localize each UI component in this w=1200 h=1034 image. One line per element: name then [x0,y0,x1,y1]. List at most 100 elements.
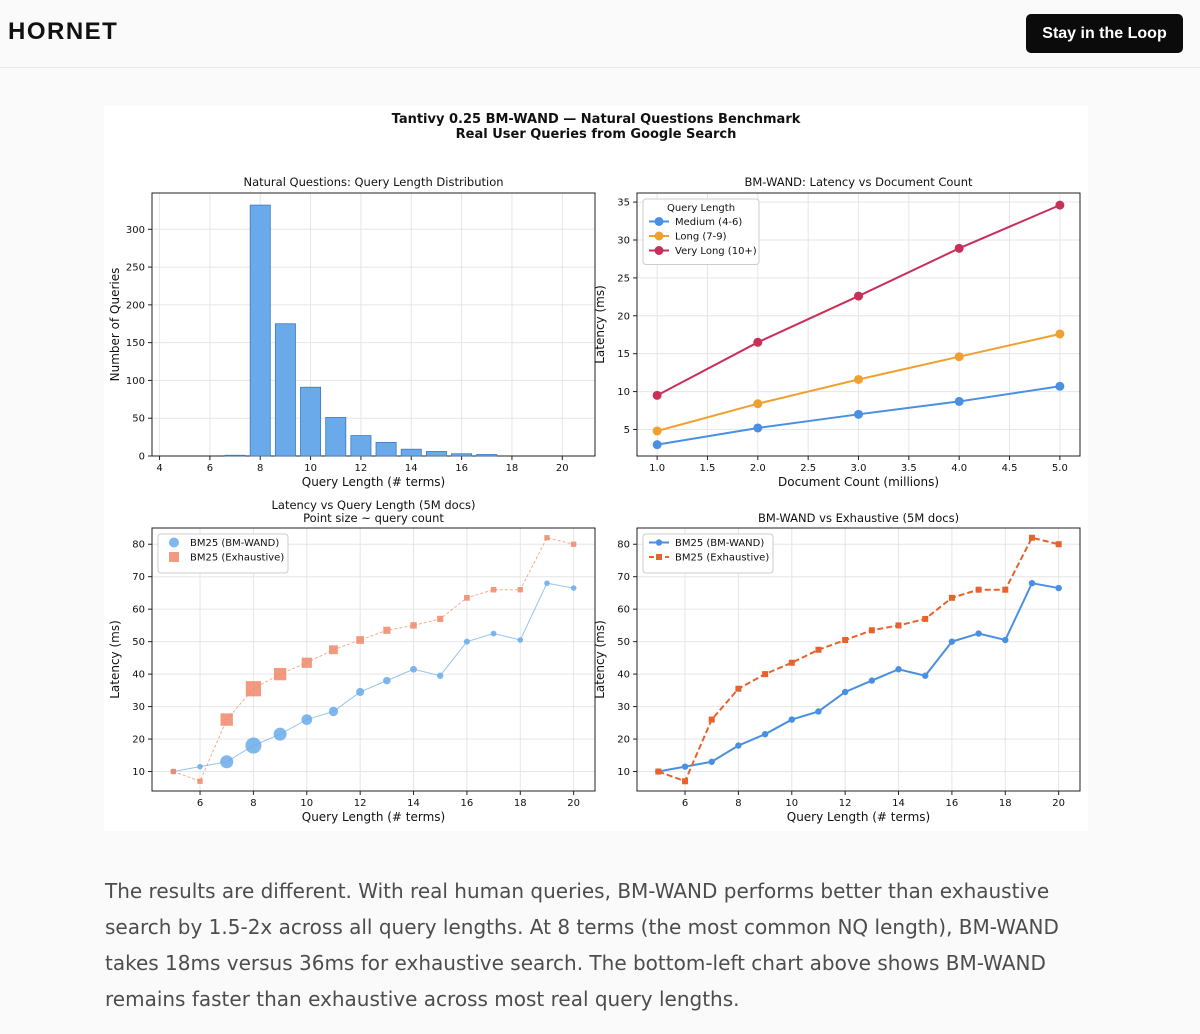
bar [274,323,296,457]
data-point [301,657,312,668]
data-point [410,622,417,629]
data-point [815,646,822,653]
data-point [975,586,982,593]
data-point [301,714,313,725]
x-tick-label: 10 [300,798,313,809]
legend-marker [169,537,179,548]
data-point [842,637,849,644]
x-tick-label: 8 [257,463,263,474]
legend-marker [169,552,179,562]
bar [300,386,322,457]
y-tick-label: 10 [132,767,145,778]
y-tick-label: 40 [132,670,145,681]
data-point [975,630,982,637]
data-point [170,768,177,775]
legend-box [642,198,760,265]
legend-marker [654,217,664,226]
y-tick-label: 25 [617,273,630,284]
y-tick-label: 50 [132,414,145,425]
data-point [854,374,863,384]
data-point [1055,584,1062,592]
data-point [570,585,577,591]
data-point [273,667,287,681]
legend-label: BM25 (Exhaustive) [675,553,769,564]
data-point [1028,534,1035,541]
y-tick-label: 50 [617,637,630,648]
data-point [1002,586,1009,593]
chart-1: 4 6 8 10 12 14 16 18 20050100150200250300Natural… [108,175,596,489]
data-point [245,681,262,697]
series-line [658,536,1059,783]
data-point [788,659,795,666]
x-tick-label: 6 [207,463,213,474]
x-tick-label: 12 [355,463,368,474]
data-point [383,676,391,685]
chart-title: Natural Questions: Query Length Distribu… [243,175,503,189]
data-point [383,626,391,634]
x-tick-label: 10 [785,798,798,809]
y-tick-label: 30 [132,702,145,713]
bar [249,204,271,457]
data-point [854,291,863,301]
x-tick-label: 16 [946,798,959,809]
data-point [922,672,929,679]
y-axis-label: Latency (ms) [108,620,122,699]
bar [400,448,422,457]
data-point [753,399,763,409]
data-point [922,615,929,622]
y-axis-label: Number of Queries [108,268,122,382]
y-tick-label: 60 [132,605,145,616]
data-point [436,672,444,679]
x-tick-label: 20 [567,798,580,809]
legend-label: BM25 (Exhaustive) [190,553,284,564]
data-point [948,594,955,601]
x-axis-label: Document Count (millions) [778,475,939,489]
logo[interactable]: HORNET [8,18,119,45]
data-point [197,763,203,770]
legend-label: BM25 (BM-WAND) [190,538,279,549]
chart-title: Latency vs Query Length (5M docs) [271,498,475,512]
y-tick-label: 250 [126,263,145,274]
article-paragraph: The results are different. With real hum… [105,879,1059,1011]
data-point [197,778,203,784]
x-tick-label: 14 [407,798,420,809]
plot-frame [151,192,596,457]
legend-marker [656,554,662,560]
x-tick-label: 18 [514,798,527,809]
x-tick-label: 20 [1052,798,1065,809]
y-tick-label: 70 [617,572,630,583]
y-tick-label: 200 [126,300,145,311]
bar [350,435,372,457]
data-point [220,755,234,769]
data-point [1055,329,1065,339]
x-tick-label: 16 [455,463,468,474]
legend-marker [654,246,664,255]
x-tick-label: 4.5 [1002,463,1018,474]
stay-in-the-loop-button[interactable]: Stay in the Loop [1026,14,1183,53]
data-point [868,677,876,684]
bar [476,454,498,457]
data-point [1002,636,1009,644]
series-connector [173,537,574,782]
data-point [841,688,849,696]
x-tick-label: 10 [304,463,317,474]
x-tick-label: 2.5 [800,463,816,474]
data-point [708,758,715,765]
data-point [652,440,662,450]
data-point [868,627,875,634]
y-tick-label: 50 [132,637,145,648]
chart-4: 6 8 10 12 14 16 18 20 10 20 30 40 50 60 70 80 BM-WAND vs… [593,511,1081,824]
y-tick-label: 20 [132,735,145,746]
plot-frame [151,527,596,792]
data-point [273,727,287,741]
data-point [652,426,662,436]
data-point [437,615,444,622]
x-axis-label: Query Length (# terms) [302,475,445,489]
data-point [895,622,902,629]
x-tick-label: 6 [682,798,688,809]
data-point [544,535,550,541]
legend-label: Medium (4-6) [675,217,742,228]
benchmark-figure: Tantivy 0.25 BM-WAND — Natural Questions… [104,106,1088,831]
data-point [895,666,902,673]
data-point [490,586,497,593]
